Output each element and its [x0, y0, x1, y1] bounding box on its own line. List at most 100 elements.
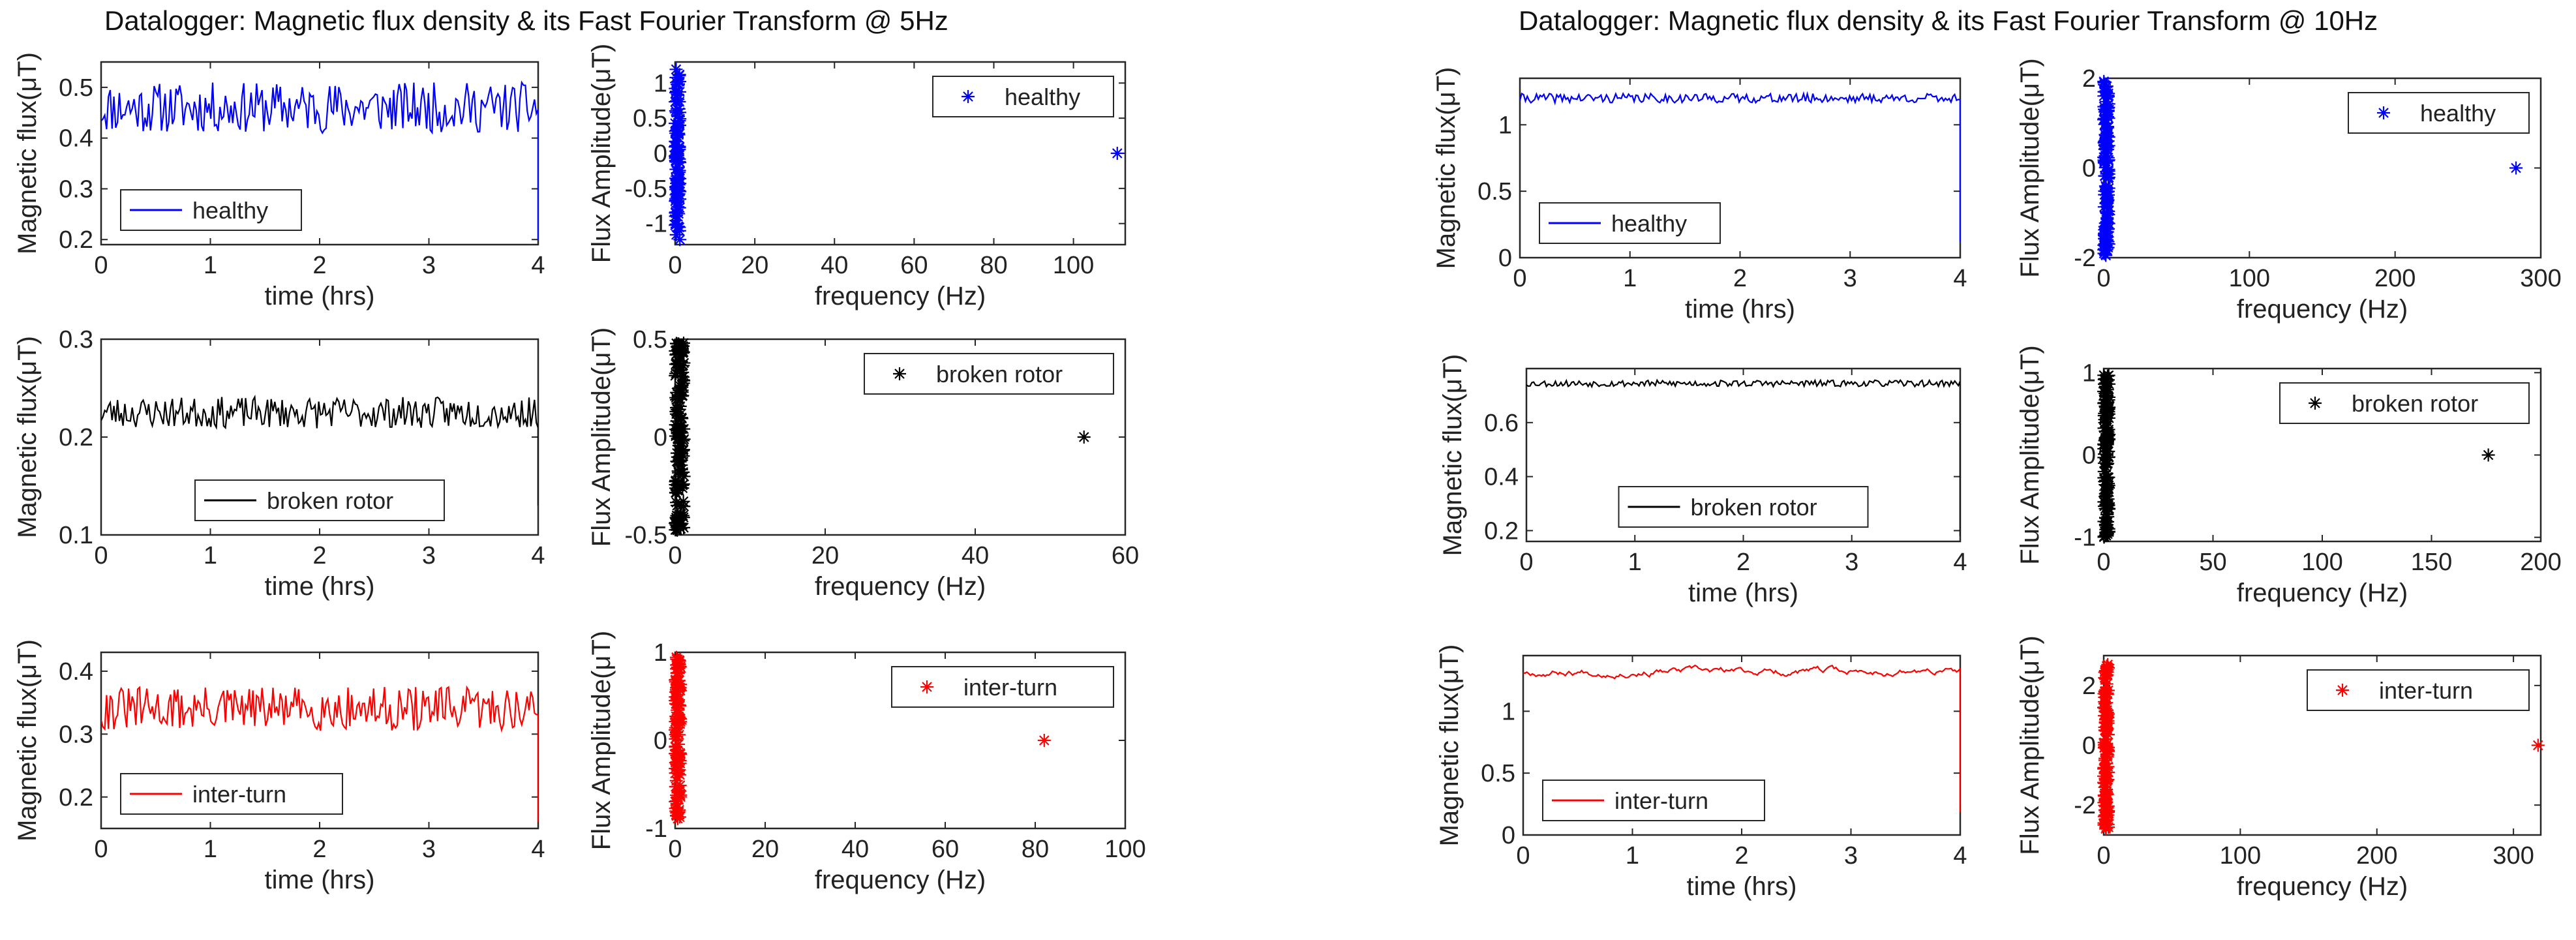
star-stroke	[2102, 238, 2113, 249]
star-stroke	[671, 722, 682, 733]
x-tick-label: 80	[980, 252, 1007, 279]
star-stroke	[673, 208, 684, 219]
star-stroke	[671, 125, 682, 136]
y-tick-label: 0	[2082, 155, 2096, 183]
x-tick-label: 50	[2199, 549, 2226, 576]
star-stroke	[2100, 129, 2111, 140]
data-point	[2098, 753, 2112, 767]
y-tick-label: 0.1	[59, 522, 93, 549]
x-tick-label: 300	[2520, 265, 2561, 292]
data-point	[2101, 185, 2115, 198]
data-point	[674, 447, 688, 461]
x-axis-label: frequency (Hz)	[815, 866, 986, 894]
y-axis-label: Flux Amplitude(μT)	[2016, 345, 2044, 564]
data-point	[672, 207, 686, 220]
data-point-outlier	[1077, 431, 1091, 444]
star-stroke	[2102, 815, 2112, 825]
x-tick-label: 40	[841, 836, 869, 863]
star-stroke	[2100, 162, 2111, 173]
data-point	[2100, 813, 2114, 827]
data-point	[2098, 143, 2112, 157]
legend-star-swatch	[2309, 397, 2322, 410]
star-stroke	[671, 219, 682, 230]
star-stroke	[2101, 678, 2112, 690]
legend: inter-turn	[2307, 669, 2530, 711]
data-point	[669, 104, 682, 118]
star-stroke	[670, 371, 681, 381]
y-tick-label: 0.4	[1484, 464, 1519, 491]
data-point	[2102, 369, 2115, 382]
x-tick-label: 0	[2097, 549, 2110, 576]
x-tick-label: 60	[1112, 542, 1139, 569]
data-point	[2100, 104, 2114, 117]
star-stroke	[1039, 735, 1050, 746]
data-point	[670, 217, 684, 231]
x-tick-label: 100	[1053, 252, 1094, 279]
x-axis-label: time (hrs)	[1687, 872, 1797, 901]
legend-star-swatch	[893, 367, 906, 380]
series-line	[101, 394, 538, 506]
legend: broken rotor	[2279, 382, 2530, 424]
y-tick-label: 1	[654, 70, 667, 97]
data-point	[2099, 387, 2112, 401]
chart-right-time-healthy: 0 1 2 3 4 0 0.5 1 time (hrs) Magnetic flux(μT) hea…	[1432, 67, 1967, 324]
x-tick-label: 1	[1626, 842, 1639, 870]
y-axis-label: Flux Amplitude(μT)	[2016, 58, 2044, 277]
star-stroke	[1078, 432, 1089, 442]
legend: inter-turn	[120, 773, 343, 815]
x-tick-label: 20	[811, 542, 839, 569]
x-tick-label: 2	[312, 836, 326, 863]
y-tick-label: 0	[654, 140, 667, 168]
data-point	[2099, 793, 2113, 806]
data-point	[676, 465, 690, 479]
data-point	[2101, 498, 2115, 512]
figure-title-10hz: Datalogger: Magnetic flux density & its …	[1519, 5, 2378, 36]
data-point-outlier	[1037, 734, 1051, 747]
star-stroke	[674, 758, 686, 768]
star-stroke	[2103, 88, 2114, 99]
star-stroke	[670, 479, 681, 490]
star-stroke	[2102, 436, 2113, 447]
star-stroke	[675, 509, 686, 520]
data-point	[2099, 528, 2112, 542]
star-stroke	[2104, 413, 2114, 423]
data-point	[671, 339, 685, 353]
data-point	[2097, 687, 2111, 701]
star-stroke	[671, 811, 682, 821]
x-tick-label: 3	[422, 252, 436, 279]
data-point	[2099, 474, 2112, 487]
star-stroke	[670, 419, 681, 431]
data-point	[669, 673, 682, 686]
data-point-outlier	[2509, 161, 2523, 175]
series-line	[1523, 664, 1960, 813]
star-stroke	[674, 76, 685, 87]
chart-left-fft-healthy: 0 20 40 60 80 100 -1 -0.5 0 0.5 1 frequency (Hz) Flu…	[587, 44, 1127, 311]
star-stroke	[2103, 404, 2114, 415]
chart-right-time-broken: 0 1 2 3 4 0.2 0.4 0.6 time (hrs) Magnetic flux(μT…	[1438, 354, 1967, 607]
data-point	[2099, 95, 2113, 108]
chart-left-time-healthy: 0 1 2 3 4 0.2 0.3 0.4 0.5 time (hrs) Magnetic flux…	[13, 52, 545, 311]
data-point	[673, 164, 686, 177]
y-tick-label: 0.2	[59, 226, 93, 254]
x-axis-label: time (hrs)	[265, 572, 375, 601]
data-point	[670, 206, 684, 220]
legend-star-swatch	[2336, 684, 2349, 697]
x-tick-label: 300	[2493, 842, 2534, 870]
x-tick-label: 3	[1845, 549, 1858, 576]
data-point	[669, 747, 682, 761]
star-stroke	[2100, 144, 2110, 155]
x-tick-label: 0	[94, 252, 108, 279]
data-point	[2099, 671, 2112, 685]
y-axis-label: Magnetic flux(μT)	[13, 336, 42, 538]
star-stroke	[673, 355, 684, 366]
x-axis-label: frequency (Hz)	[2237, 579, 2408, 607]
data-point	[2102, 208, 2115, 222]
y-tick-label: 0.3	[59, 721, 93, 748]
star-stroke	[674, 701, 686, 711]
x-axis-label: time (hrs)	[1688, 579, 1798, 607]
data-point	[672, 342, 686, 356]
star-stroke	[674, 394, 685, 404]
legend-label: broken rotor	[2352, 390, 2478, 417]
